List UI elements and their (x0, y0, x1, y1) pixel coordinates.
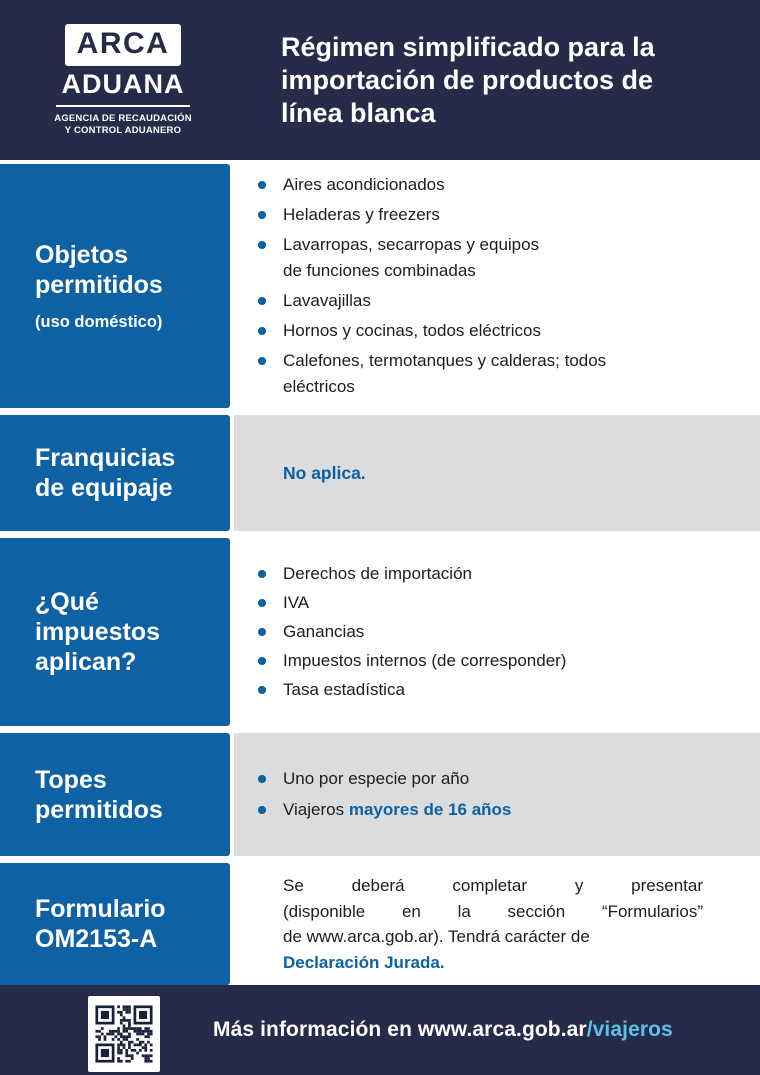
arca-aduana-logo: ARCA ADUANA AGENCIA DE RECAUDACIÓN Y CON… (54, 23, 192, 137)
list-item: Lavarropas, secarropas y equipos de funci… (234, 232, 760, 284)
section-objetos-sidebar: Objetos permitidos (uso doméstico) (0, 164, 230, 408)
qr-code-icon (88, 996, 160, 1072)
header: ARCA ADUANA AGENCIA DE RECAUDACIÓN Y CON… (0, 0, 760, 160)
list-item: IVA (234, 590, 760, 616)
page-title-line2: importación de productos de (281, 64, 654, 95)
section-impuestos: ¿Qué impuestos aplican? Derechos de impo… (0, 538, 760, 726)
section-franquicias: Franquicias de equipaje No aplica. (0, 415, 760, 531)
list-item: Uno por especie por año (234, 766, 760, 792)
section-title: ¿Qué impuestos aplican? (35, 588, 161, 676)
logo-tagline-line2: Y CONTROL ADUANERO (64, 124, 182, 136)
list-item: Viajeros mayores de 16 años (234, 797, 760, 823)
logo-divider (56, 104, 190, 107)
list-item: Calefones, termotanques y calderas; todo… (234, 348, 760, 400)
section-objetos-content: Aires acondicionados Heladeras y freezer… (234, 164, 760, 408)
list-item: Aires acondicionados (234, 172, 760, 198)
section-formulario-content: Se deberá completar y presentar (disponi… (234, 863, 760, 985)
section-title: Topes permitidos (35, 765, 163, 824)
footer-url-highlight: /viajeros (586, 1018, 673, 1041)
section-franquicias-content: No aplica. (234, 415, 760, 531)
section-objetos-permitidos: Objetos permitidos (uso doméstico) Aires… (0, 164, 760, 408)
section-title: Franquicias de equipaje (35, 444, 176, 502)
list-item: Derechos de importación (234, 561, 760, 587)
logo-tagline-line1: AGENCIA DE RECAUDACIÓN (54, 112, 192, 124)
page-title: Régimen simplificado para la importación… (281, 31, 655, 130)
page-title-line1: Régimen simplificado para la (281, 31, 655, 62)
section-formulario-sidebar: Formulario OM2153-A (0, 863, 230, 985)
highlight-text: Declaración Jurada. (283, 952, 445, 972)
section-topes-sidebar: Topes permitidos (0, 733, 230, 856)
list-item: Hornos y cocinas, todos eléctricos (234, 318, 760, 344)
section-formulario: Formulario OM2153-A Se deberá completar … (0, 863, 760, 985)
logo-tagline: AGENCIA DE RECAUDACIÓN Y CONTROL ADUANER… (54, 113, 192, 137)
impuestos-list: Derechos de importación IVA Ganancias Im… (234, 561, 760, 703)
list-item: Tasa estadística (234, 677, 760, 703)
no-aplica-note: No aplica. (283, 462, 366, 483)
section-title: Objetos permitidos (35, 241, 163, 299)
arca-logo-text: ARCA (76, 26, 170, 60)
section-topes-content: Uno por especie por año Viajeros mayores… (234, 733, 760, 856)
list-item: Heladeras y freezers (234, 202, 760, 228)
section-topes: Topes permitidos Uno por especie por año… (0, 733, 760, 856)
section-subtitle: (uso doméstico) (35, 313, 163, 331)
aduana-logo-text: ADUANA (61, 68, 185, 99)
page-title-line3: línea blanca (281, 97, 436, 128)
section-impuestos-content: Derechos de importación IVA Ganancias Im… (234, 538, 760, 726)
footer: Más información en www.arca.gob.ar/viaje… (0, 985, 760, 1075)
section-franquicias-sidebar: Franquicias de equipaje (0, 415, 230, 531)
formulario-paragraph: Se deberá completar y presentar (disponi… (234, 873, 760, 975)
list-item: Lavavajillas (234, 288, 760, 314)
list-item: Impuestos internos (de corresponder) (234, 648, 760, 674)
objetos-list: Aires acondicionados Heladeras y freezer… (234, 172, 760, 400)
section-impuestos-sidebar: ¿Qué impuestos aplican? (0, 538, 230, 726)
section-title: Formulario OM2153-A (35, 895, 166, 953)
highlight-text: mayores de 16 años (348, 800, 512, 819)
list-item: Ganancias (234, 619, 760, 645)
footer-text: Más información en www.arca.gob.ar/viaje… (213, 1018, 673, 1041)
arca-logo-mark: ARCA (64, 23, 182, 66)
topes-list: Uno por especie por año Viajeros mayores… (234, 766, 760, 823)
